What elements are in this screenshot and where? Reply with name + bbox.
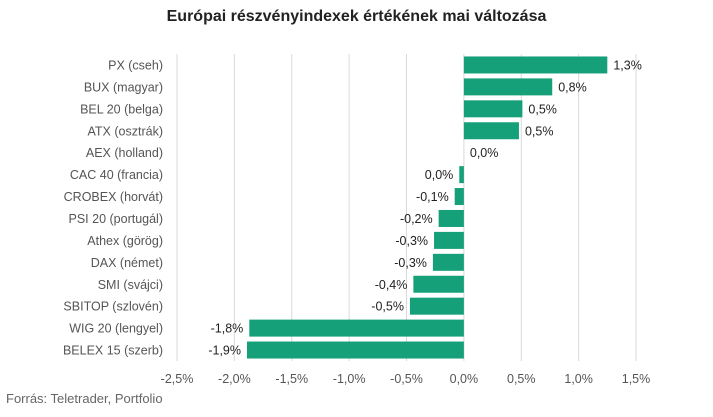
category-label: DAX (német) — [91, 256, 163, 270]
bar — [409, 297, 464, 315]
data-label: 0,5% — [528, 102, 557, 116]
x-tick-label: 1,0% — [564, 372, 593, 386]
data-label: 1,3% — [613, 58, 642, 72]
category-label: Athex (görög) — [87, 234, 163, 248]
category-label: AEX (holland) — [86, 146, 163, 160]
x-tick-label: -1,0% — [333, 372, 366, 386]
category-label: BUX (magyar) — [84, 80, 163, 94]
category-label: BEL 20 (belga) — [80, 102, 163, 116]
bar — [454, 188, 464, 206]
bar — [438, 209, 464, 227]
x-tick-label: 1,5% — [622, 372, 651, 386]
bar — [463, 56, 608, 74]
category-label: CAC 40 (francia) — [70, 168, 163, 182]
category-label: SBITOP (szlovén) — [63, 300, 163, 314]
category-label: PSI 20 (portugál) — [69, 212, 164, 226]
category-label: CROBEX (horvát) — [64, 190, 163, 204]
x-tick-label: 0,5% — [507, 372, 536, 386]
data-label: -0,2% — [400, 212, 433, 226]
bar — [249, 319, 464, 337]
x-tick-label: -0,5% — [390, 372, 423, 386]
chart-title: Európai részvényindexek értékének mai vá… — [166, 8, 547, 25]
data-label: -1,8% — [211, 322, 244, 336]
bar — [434, 231, 464, 249]
bar — [459, 166, 464, 184]
x-tick-label: -2,0% — [218, 372, 251, 386]
data-label: 0,0% — [470, 146, 499, 160]
data-label: 0,8% — [558, 80, 587, 94]
category-label: PX (cseh) — [108, 58, 163, 72]
data-label: -0,5% — [371, 300, 404, 314]
bar — [413, 275, 464, 293]
data-label: -1,9% — [208, 344, 241, 358]
data-label: -0,1% — [416, 190, 449, 204]
bar — [463, 100, 523, 118]
x-tick-label: 0,0% — [450, 372, 479, 386]
data-label: -0,4% — [375, 278, 408, 292]
category-label: WIG 20 (lengyel) — [69, 322, 163, 336]
data-label: -0,3% — [395, 234, 428, 248]
category-label: BELEX 15 (szerb) — [63, 344, 163, 358]
category-label: SMI (svájci) — [98, 278, 163, 292]
source-note: Forrás: Teletrader, Portfolio — [6, 391, 163, 406]
category-label: ATX (osztrák) — [88, 124, 163, 138]
bar — [463, 122, 519, 140]
bar — [463, 78, 553, 96]
x-tick-label: -1,5% — [275, 372, 308, 386]
data-label: 0,5% — [525, 124, 554, 138]
bar — [432, 253, 464, 271]
data-label: -0,3% — [394, 256, 427, 270]
bar — [246, 341, 464, 359]
data-label: 0,0% — [425, 168, 454, 182]
x-tick-label: -2,5% — [161, 372, 194, 386]
